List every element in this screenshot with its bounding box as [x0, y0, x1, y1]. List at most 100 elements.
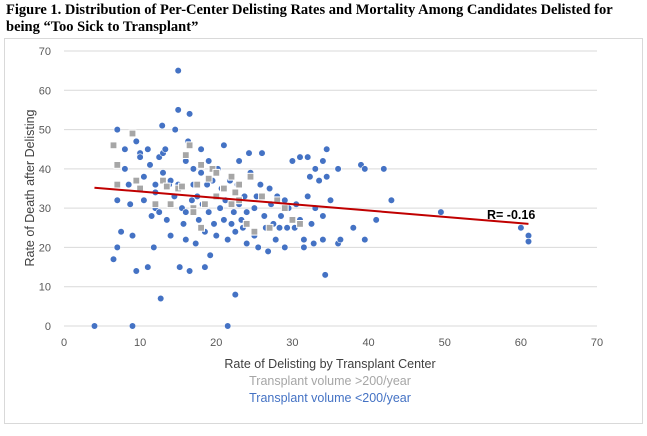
- y-tick-label: 60: [39, 85, 51, 97]
- point-large-volume: [185, 141, 194, 150]
- point-small-volume: [220, 141, 228, 149]
- point-large-volume: [189, 208, 198, 216]
- point-large-volume: [246, 172, 255, 181]
- point-large-volume: [242, 220, 251, 228]
- point-small-volume: [197, 145, 205, 153]
- y-tick-label: 30: [39, 203, 51, 215]
- point-small-volume: [182, 236, 190, 244]
- point-large-volume: [258, 192, 266, 201]
- point-small-volume: [151, 181, 159, 189]
- point-small-volume: [319, 212, 327, 220]
- point-small-volume: [380, 165, 388, 173]
- trendline: [94, 186, 529, 225]
- point-small-volume: [174, 66, 182, 75]
- point-small-volume: [136, 153, 144, 161]
- point-small-volume: [167, 232, 175, 240]
- point-large-volume: [193, 180, 202, 189]
- point-small-volume: [90, 322, 99, 330]
- point-large-volume: [197, 223, 205, 232]
- point-small-volume: [311, 165, 319, 173]
- point-small-volume: [254, 243, 262, 251]
- point-small-volume: [304, 153, 312, 161]
- point-large-volume: [166, 200, 175, 209]
- point-large-volume: [296, 220, 304, 228]
- point-large-volume: [235, 180, 243, 189]
- point-small-volume: [210, 220, 218, 228]
- point-small-volume: [227, 220, 236, 228]
- point-small-volume: [128, 322, 137, 330]
- point-large-volume: [231, 188, 240, 197]
- point-small-volume: [220, 216, 228, 224]
- point-small-volume: [117, 228, 125, 236]
- point-small-volume: [283, 224, 291, 232]
- x-tick-label: 60: [515, 337, 527, 349]
- point-small-volume: [182, 208, 190, 216]
- point-small-volume: [288, 157, 297, 165]
- point-small-volume: [277, 212, 285, 220]
- point-small-volume: [163, 216, 171, 224]
- point-large-volume: [265, 223, 274, 232]
- point-small-volume: [197, 169, 205, 177]
- point-small-volume: [144, 263, 152, 271]
- point-small-volume: [306, 173, 314, 181]
- point-small-volume: [201, 263, 209, 271]
- point-large-volume: [201, 200, 209, 209]
- point-small-volume: [281, 243, 289, 251]
- point-small-volume: [334, 165, 342, 173]
- point-small-volume: [186, 110, 194, 118]
- point-small-volume: [264, 247, 272, 255]
- x-tick-labels: 0 10 20 30 40 50 60 70: [61, 337, 603, 349]
- point-small-volume: [243, 239, 251, 248]
- point-small-volume: [126, 200, 134, 208]
- point-small-volume: [319, 236, 327, 244]
- figure-title: Figure 1. Distribution of Per-Center Del…: [6, 2, 613, 35]
- point-large-volume: [113, 180, 122, 189]
- point-small-volume: [109, 255, 118, 263]
- point-small-volume: [224, 322, 232, 330]
- point-small-volume: [323, 173, 331, 181]
- point-small-volume: [216, 204, 224, 212]
- y-tick-label: 50: [39, 125, 51, 137]
- point-large-volume: [151, 200, 160, 209]
- y-tick-label: 40: [39, 164, 51, 176]
- point-small-volume: [319, 157, 327, 165]
- x-tick-label: 40: [362, 337, 374, 349]
- y-tick-label: 0: [45, 321, 51, 333]
- y-tick-label: 10: [39, 282, 51, 294]
- point-small-volume: [361, 165, 369, 173]
- point-small-volume: [188, 196, 196, 204]
- y-tick-label: 70: [39, 46, 51, 58]
- point-large-volume: [113, 161, 122, 169]
- point-large-volume: [178, 182, 186, 191]
- chart-frame: [4, 38, 643, 424]
- point-large-volume: [197, 161, 205, 169]
- x-axis-title: Rate of Delisting by Transplant Center: [224, 357, 435, 371]
- point-small-volume: [146, 161, 154, 169]
- point-small-volume: [113, 243, 121, 251]
- point-small-volume: [260, 212, 268, 220]
- point-small-volume: [387, 196, 396, 204]
- point-small-volume: [205, 157, 213, 165]
- point-small-volume: [266, 184, 274, 193]
- point-small-volume: [349, 224, 357, 232]
- point-small-volume: [323, 145, 331, 153]
- point-small-volume: [300, 243, 308, 251]
- point-small-volume: [315, 177, 323, 185]
- point-large-volume: [181, 151, 190, 159]
- point-large-volume: [220, 184, 228, 193]
- x-tick-label: 70: [591, 337, 603, 349]
- x-tick-label: 20: [210, 337, 222, 349]
- point-large-volume: [204, 174, 213, 183]
- x-tick-label: 50: [439, 337, 451, 349]
- point-small-volume: [128, 232, 137, 240]
- point-small-volume: [372, 216, 380, 224]
- point-small-volume: [310, 239, 318, 248]
- point-small-volume: [326, 196, 335, 204]
- legend-item-large-volume: Transplant volume >200/year: [249, 374, 411, 388]
- point-small-volume: [437, 208, 445, 216]
- point-large-volume: [288, 216, 297, 224]
- point-small-volume: [231, 228, 239, 236]
- point-small-volume: [159, 169, 167, 177]
- point-small-volume: [195, 216, 203, 224]
